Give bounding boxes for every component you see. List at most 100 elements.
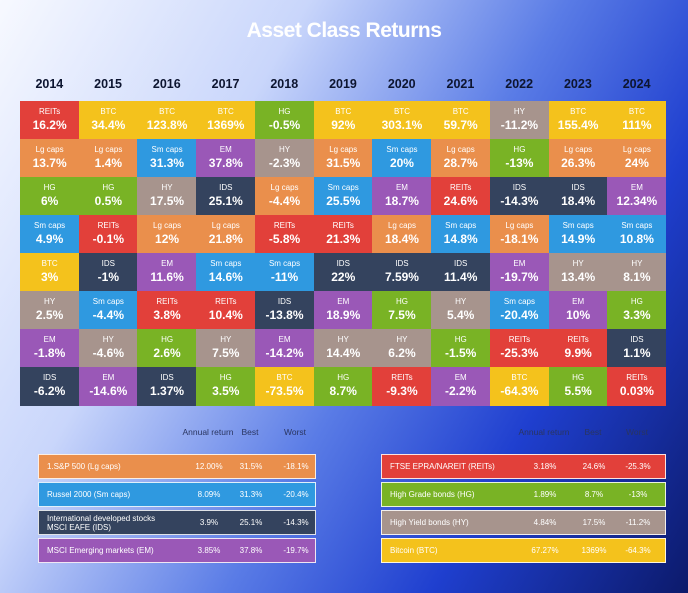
legend-row: FTSE EPRA/NAREIT (REITs) 3.18% 24.6% -25.3% (381, 454, 666, 479)
return-value: 111% (622, 118, 652, 132)
asset-label: BTC (276, 373, 293, 382)
return-cell: HY 6.2% (372, 329, 432, 368)
return-value: 155.4% (557, 118, 599, 132)
asset-label: EM (278, 335, 291, 344)
return-cell: HY -11.2% (489, 101, 550, 140)
return-cell: Sm caps 10.8% (607, 215, 667, 254)
return-cell: Sm caps -11% (254, 253, 315, 292)
asset-label: IDS (512, 183, 527, 192)
asset-label: IDS (42, 373, 57, 382)
asset-label: REITs (38, 107, 61, 116)
return-cell: IDS 1.1% (607, 329, 667, 368)
asset-label: HG (161, 335, 174, 344)
asset-label: BTC (335, 107, 352, 116)
return-value: 5.4% (447, 308, 475, 322)
legend-worst-value: -18.1% (283, 462, 309, 471)
return-cell: REITs -5.8% (254, 215, 315, 254)
return-value: -4.6% (92, 346, 124, 360)
return-value: -2.2% (445, 384, 477, 398)
return-value: -1.8% (33, 346, 66, 360)
asset-label: EM (513, 259, 526, 268)
asset-label: HG (513, 145, 526, 154)
asset-label: Lg caps (153, 221, 182, 230)
return-value: -6.2% (33, 384, 66, 398)
return-cell: BTC 3% (20, 253, 80, 292)
return-cell: EM 18.7% (372, 177, 432, 216)
legend-annual-value: 67.27% (531, 546, 559, 555)
asset-label: HY (337, 335, 349, 344)
return-value: 4.9% (35, 232, 64, 246)
asset-label: REITs (508, 335, 531, 344)
asset-label: BTC (570, 107, 587, 116)
return-cell: EM 37.8% (196, 139, 256, 178)
return-cell: REITs 16.2% (20, 101, 80, 140)
return-cell: Sm caps 14.8% (431, 215, 491, 254)
asset-label: Sm caps (34, 221, 66, 230)
asset-label: HY (513, 107, 525, 116)
asset-label: HY (455, 297, 467, 306)
return-value: 13.7% (32, 156, 67, 170)
return-cell: IDS 7.59% (372, 253, 432, 292)
return-value: 22% (331, 270, 356, 284)
asset-label: HG (43, 183, 56, 192)
return-value: -73.5% (265, 384, 304, 398)
return-cell: HG 3.3% (607, 291, 667, 330)
legend-best-value: 24.6% (582, 462, 606, 471)
return-value: -2.3% (268, 156, 301, 170)
asset-label: IDS (454, 259, 468, 268)
asset-label: REITs (273, 221, 296, 230)
return-cell: BTC 1369% (196, 101, 256, 140)
return-cell: BTC 92% (313, 101, 373, 140)
asset-label: REITs (156, 297, 178, 306)
return-cell: BTC -64.3% (489, 367, 550, 406)
return-value: -5.8% (268, 232, 301, 246)
return-value: -13.8% (265, 308, 304, 322)
return-cell: Sm caps 31.3% (137, 139, 197, 178)
return-value: -20.4% (500, 308, 539, 322)
return-value: -19.7% (500, 270, 539, 284)
return-value: 3.3% (623, 308, 651, 322)
return-cell: BTC 34.4% (78, 101, 138, 140)
return-cell: IDS -13.8% (254, 291, 315, 330)
asset-name: FTSE EPRA/NAREIT (REITs) (390, 462, 495, 471)
return-cell: Sm caps 14.6% (196, 253, 256, 292)
asset-label: REITs (391, 373, 413, 382)
asset-name: International developed stocks MSCI EAFE… (47, 513, 156, 532)
return-value: 11.6% (150, 270, 184, 284)
return-cell: BTC 303.1% (372, 101, 432, 140)
asset-label: Sm caps (210, 259, 242, 268)
year-label: 2023 (563, 77, 592, 91)
legend-row: High Grade bonds (HG) 1.89% 8.7% -13% (381, 482, 666, 507)
return-cell: IDS -6.2% (20, 367, 80, 406)
return-cell: HY -4.6% (78, 329, 138, 368)
asset-label: Sm caps (386, 145, 418, 154)
asset-label: EM (572, 297, 585, 306)
return-value: -4.4% (92, 308, 124, 322)
return-cell: Sm caps 14.9% (548, 215, 608, 254)
asset-label: HG (278, 107, 291, 116)
return-value: 16.2% (32, 118, 67, 132)
legend-annual-value: 4.84% (533, 518, 557, 527)
return-cell: IDS 18.4% (548, 177, 608, 216)
asset-label: EM (337, 297, 350, 306)
asset-name: High Yield bonds (HY) (390, 518, 469, 527)
return-cell: EM 12.34% (607, 177, 667, 216)
asset-label: Sm caps (503, 297, 535, 306)
return-value: 13.4% (561, 270, 596, 284)
return-value: 1.4% (94, 156, 122, 170)
return-value: -0.5% (268, 118, 301, 132)
asset-label: HY (220, 335, 232, 344)
asset-label: IDS (571, 183, 585, 192)
return-value: 18.7% (384, 194, 419, 208)
return-cell: Lg caps 18.4% (372, 215, 432, 254)
return-cell: REITs 3.8% (137, 291, 197, 330)
return-cell: Lg caps -18.1% (489, 215, 550, 254)
return-value: 14.6% (208, 270, 243, 284)
legend-best-value: 1369% (581, 546, 607, 555)
return-cell: BTC 59.7% (431, 101, 491, 140)
return-value: 6% (40, 194, 59, 208)
return-cell: HG -0.5% (254, 101, 315, 140)
legend-best-value: 17.5% (582, 518, 606, 527)
return-value: 25.1% (208, 194, 243, 208)
return-value: 2.6% (153, 346, 181, 360)
